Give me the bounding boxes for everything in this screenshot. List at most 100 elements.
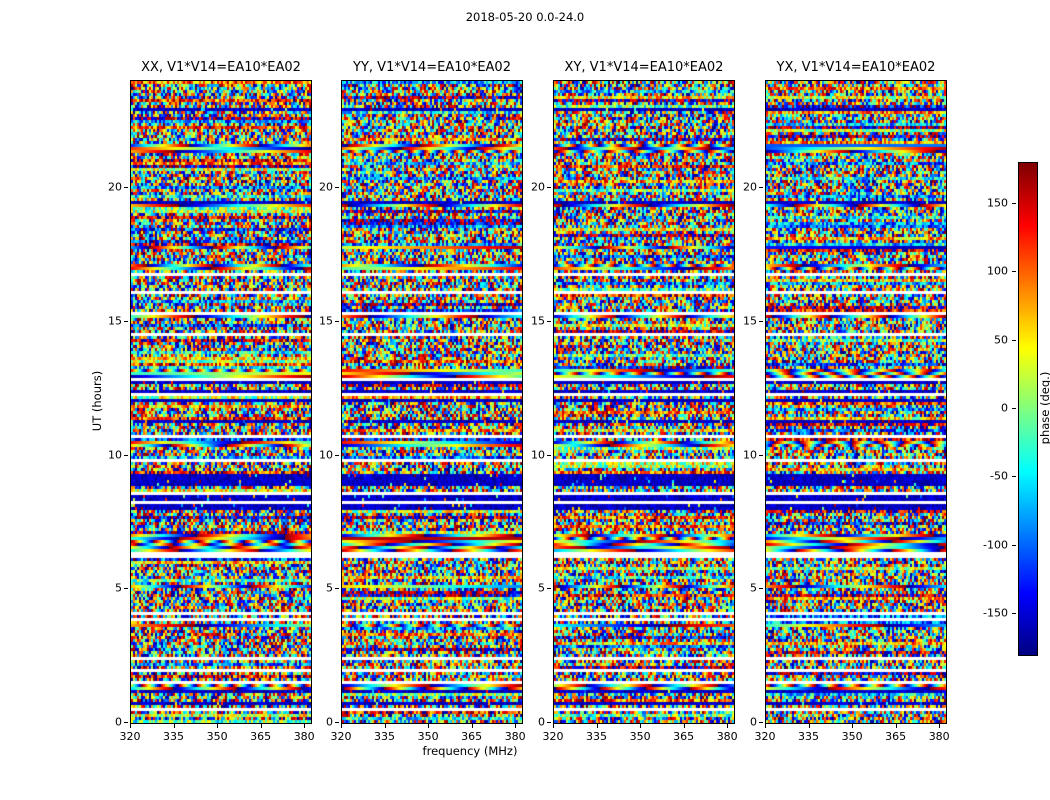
x-tick — [683, 724, 685, 728]
colorbar-tick-label: -150 — [983, 606, 1008, 620]
y-tick — [124, 588, 128, 590]
x-tick-label: 335 — [798, 730, 820, 743]
x-tick — [765, 724, 766, 728]
y-tick-label: 5 — [326, 581, 333, 595]
y-tick — [124, 187, 128, 188]
x-tick-label: 320 — [754, 730, 776, 743]
subplot-yx-title: YX, V1*V14=EA10*EA02 — [776, 60, 936, 75]
subplot-xy-title: XY, V1*V14=EA10*EA02 — [564, 60, 724, 75]
y-tick — [547, 320, 551, 322]
x-tick — [341, 724, 342, 728]
heatmap-canvas-xy — [554, 81, 734, 723]
colorbar-tick — [1012, 339, 1016, 341]
y-tick — [759, 722, 763, 723]
y-tick-label: 0 — [326, 715, 333, 729]
heatmap-canvas-yy — [342, 81, 522, 723]
y-axis-label: UT (hours) — [90, 370, 104, 432]
figure-title: 2018-05-20 0.0-24.0 — [465, 10, 585, 24]
x-tick-label: 380 — [293, 730, 315, 743]
colorbar-tick-label: 0 — [1001, 401, 1008, 415]
y-tick-label: 0 — [750, 715, 757, 729]
y-tick — [124, 454, 128, 456]
y-tick — [335, 320, 339, 322]
colorbar-tick-label: -50 — [990, 469, 1008, 483]
x-tick — [471, 724, 473, 728]
x-axis-label: frequency (MHz) — [422, 744, 518, 758]
y-tick — [124, 722, 128, 723]
y-tick — [547, 588, 551, 590]
y-tick — [124, 320, 128, 322]
x-tick — [808, 724, 810, 728]
colorbar — [1018, 162, 1038, 656]
x-tick-label: 335 — [586, 730, 608, 743]
y-tick — [759, 454, 763, 456]
y-tick-label: 5 — [538, 581, 545, 595]
x-tick-label: 320 — [330, 730, 352, 743]
y-tick — [547, 722, 551, 723]
subplot-xx: XX, V1*V14=EA10*EA02 — [130, 60, 312, 724]
x-tick — [727, 724, 729, 728]
heatmap-canvas-yx — [766, 81, 946, 723]
subplot-yy-title: YY, V1*V14=EA10*EA02 — [353, 60, 511, 75]
subplot-yy: YY, V1*V14=EA10*EA02 — [341, 60, 523, 724]
y-tick-label: 20 — [531, 180, 545, 194]
x-tick-label: 335 — [374, 730, 396, 743]
x-tick-label: 380 — [716, 730, 738, 743]
x-tick-label: 365 — [461, 730, 483, 743]
x-tick — [596, 724, 598, 728]
x-tick — [939, 724, 941, 728]
x-tick — [428, 724, 430, 728]
y-tick — [759, 187, 763, 188]
y-tick — [335, 722, 339, 723]
colorbar-tick — [1012, 203, 1016, 204]
y-tick-label: 20 — [743, 180, 757, 194]
y-tick — [759, 588, 763, 590]
x-tick — [304, 724, 306, 728]
x-tick-label: 365 — [250, 730, 272, 743]
colorbar-tick-label: -100 — [983, 538, 1008, 552]
colorbar-tick — [1012, 544, 1016, 546]
colorbar-tick — [1012, 271, 1016, 273]
y-tick-label: 10 — [743, 448, 757, 461]
x-tick-label: 380 — [928, 730, 950, 743]
x-tick-label: 380 — [504, 730, 526, 743]
x-tick-label: 320 — [542, 730, 564, 743]
colorbar-tick — [1012, 613, 1016, 614]
y-tick-label: 15 — [108, 314, 122, 328]
colorbar-tick-label: 50 — [994, 333, 1008, 347]
x-tick-label: 365 — [885, 730, 907, 743]
x-tick — [130, 724, 131, 728]
x-tick-label: 350 — [206, 730, 228, 743]
y-tick — [547, 187, 551, 188]
y-tick-label: 15 — [319, 314, 333, 328]
x-tick-label: 350 — [417, 730, 439, 743]
y-tick-label: 15 — [743, 314, 757, 328]
x-tick-label: 335 — [163, 730, 185, 743]
subplot-xy: XY, V1*V14=EA10*EA02 — [553, 60, 735, 724]
heatmap-canvas-xx — [131, 81, 311, 723]
x-tick-label: 350 — [629, 730, 651, 743]
colorbar-label: phase (deg.) — [1038, 371, 1050, 445]
subplot-yx: YX, V1*V14=EA10*EA02 — [765, 60, 947, 724]
x-tick — [260, 724, 262, 728]
colorbar-tick — [1012, 476, 1016, 478]
y-tick-label: 10 — [108, 448, 122, 461]
y-tick-label: 5 — [750, 581, 757, 595]
y-tick-label: 10 — [531, 448, 545, 461]
x-tick — [852, 724, 854, 728]
y-tick-label: 20 — [319, 180, 333, 194]
y-tick-label: 20 — [108, 180, 122, 194]
x-tick-label: 350 — [841, 730, 863, 743]
x-tick-label: 365 — [673, 730, 695, 743]
y-tick-label: 0 — [538, 715, 545, 729]
x-tick — [515, 724, 517, 728]
y-tick-label: 0 — [115, 715, 122, 729]
x-tick-label: 320 — [119, 730, 141, 743]
y-tick — [335, 588, 339, 590]
x-tick — [384, 724, 386, 728]
colorbar-tick-label: 100 — [987, 264, 1008, 278]
y-tick-label: 15 — [531, 314, 545, 328]
colorbar-tick — [1012, 408, 1016, 409]
colorbar-tick-label: 150 — [987, 196, 1008, 210]
